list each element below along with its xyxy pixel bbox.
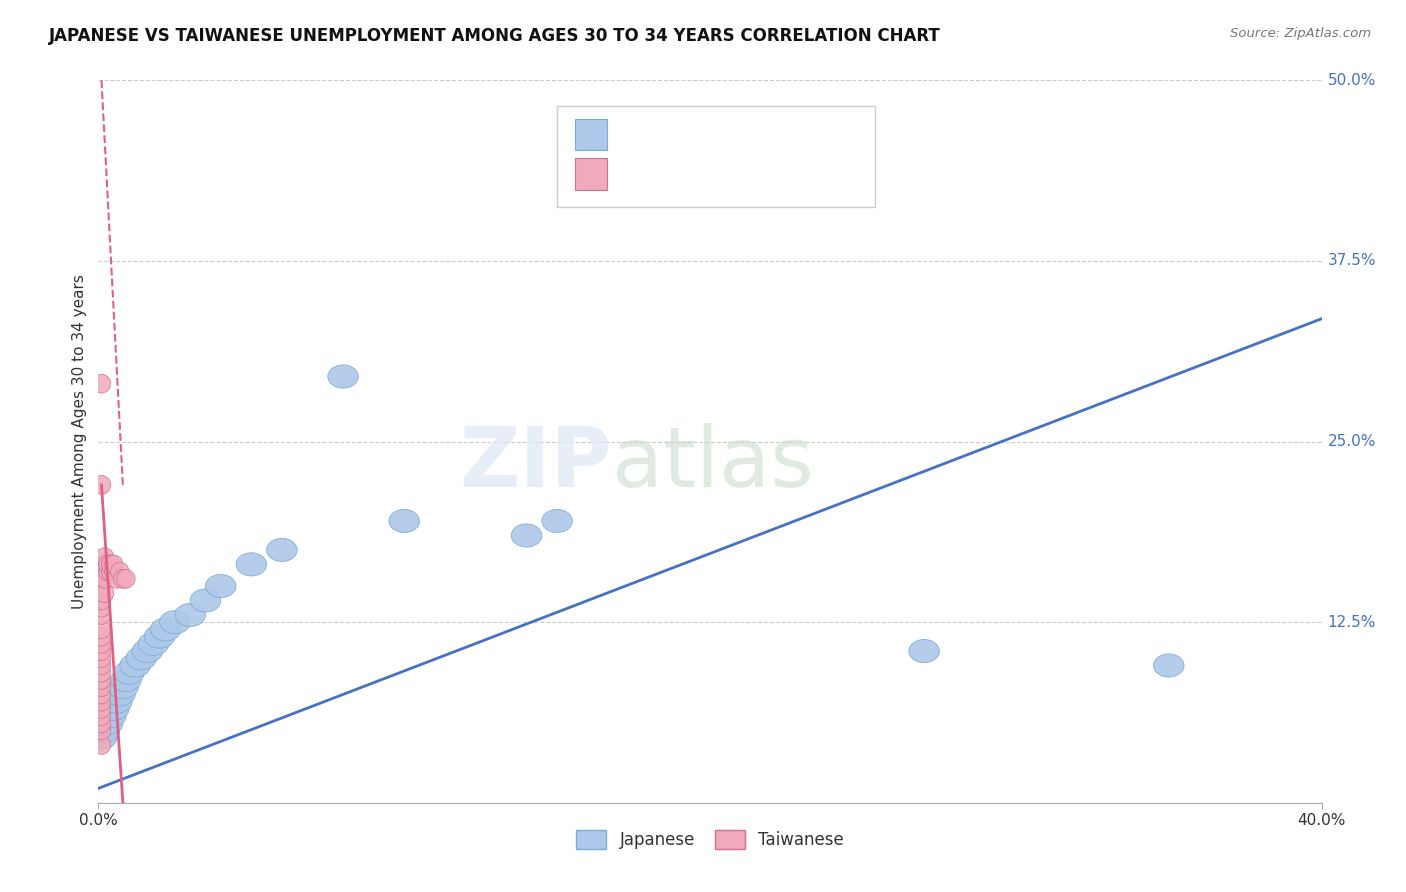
Ellipse shape (98, 698, 129, 721)
Ellipse shape (111, 668, 141, 691)
Ellipse shape (93, 576, 111, 596)
Text: 37.5%: 37.5% (1327, 253, 1376, 268)
Ellipse shape (96, 690, 127, 714)
Ellipse shape (93, 698, 122, 721)
Ellipse shape (205, 574, 236, 598)
Ellipse shape (93, 692, 111, 711)
Text: R = 0.549   N = 37: R = 0.549 N = 37 (614, 165, 772, 183)
Text: atlas: atlas (612, 423, 814, 504)
Ellipse shape (101, 690, 132, 714)
Ellipse shape (120, 654, 150, 677)
Ellipse shape (541, 509, 572, 533)
Ellipse shape (127, 647, 156, 670)
Ellipse shape (93, 591, 111, 610)
Ellipse shape (104, 683, 135, 706)
Ellipse shape (93, 606, 111, 624)
Ellipse shape (1153, 654, 1184, 677)
Ellipse shape (93, 648, 111, 668)
Ellipse shape (236, 553, 267, 576)
Ellipse shape (93, 641, 111, 660)
Y-axis label: Unemployment Among Ages 30 to 34 years: Unemployment Among Ages 30 to 34 years (72, 274, 87, 609)
Text: Source: ZipAtlas.com: Source: ZipAtlas.com (1230, 27, 1371, 40)
Ellipse shape (93, 664, 111, 682)
Ellipse shape (389, 509, 419, 533)
Ellipse shape (96, 569, 114, 588)
Legend: Japanese, Taiwanese: Japanese, Taiwanese (569, 823, 851, 856)
Ellipse shape (138, 632, 169, 656)
Ellipse shape (93, 721, 111, 740)
Ellipse shape (104, 555, 122, 574)
Ellipse shape (114, 661, 145, 684)
Ellipse shape (93, 712, 122, 735)
Ellipse shape (93, 627, 111, 646)
Text: JAPANESE VS TAIWANESE UNEMPLOYMENT AMONG AGES 30 TO 34 YEARS CORRELATION CHART: JAPANESE VS TAIWANESE UNEMPLOYMENT AMONG… (49, 27, 941, 45)
Ellipse shape (117, 569, 135, 588)
Ellipse shape (96, 548, 114, 566)
Ellipse shape (93, 475, 111, 494)
Text: R = 0.566   N = 34: R = 0.566 N = 34 (614, 126, 772, 144)
Ellipse shape (96, 555, 114, 574)
Ellipse shape (93, 685, 111, 704)
Ellipse shape (93, 699, 111, 718)
Ellipse shape (145, 625, 174, 648)
Ellipse shape (267, 539, 297, 561)
Ellipse shape (86, 705, 117, 728)
Ellipse shape (160, 611, 190, 633)
Text: 25.0%: 25.0% (1327, 434, 1376, 449)
Ellipse shape (190, 589, 221, 612)
Text: 50.0%: 50.0% (1327, 73, 1376, 87)
Ellipse shape (98, 555, 117, 574)
Text: 12.5%: 12.5% (1327, 615, 1376, 630)
Ellipse shape (93, 634, 111, 653)
Ellipse shape (93, 569, 111, 588)
Ellipse shape (93, 714, 111, 732)
FancyBboxPatch shape (575, 119, 607, 151)
FancyBboxPatch shape (575, 158, 607, 190)
Ellipse shape (93, 620, 111, 639)
Ellipse shape (111, 562, 129, 581)
Ellipse shape (93, 706, 111, 725)
Ellipse shape (93, 599, 111, 617)
Ellipse shape (150, 618, 181, 641)
Ellipse shape (98, 562, 117, 581)
Ellipse shape (93, 671, 111, 690)
Ellipse shape (89, 705, 120, 728)
Ellipse shape (132, 640, 163, 663)
Ellipse shape (93, 375, 111, 393)
Ellipse shape (96, 584, 114, 603)
Ellipse shape (328, 365, 359, 388)
Text: ZIP: ZIP (460, 423, 612, 504)
Ellipse shape (908, 640, 939, 663)
Ellipse shape (101, 562, 120, 581)
Ellipse shape (86, 726, 117, 749)
Ellipse shape (114, 569, 132, 588)
Ellipse shape (93, 736, 111, 755)
Ellipse shape (93, 657, 111, 675)
Ellipse shape (108, 675, 138, 698)
Ellipse shape (101, 555, 120, 574)
Ellipse shape (512, 524, 541, 547)
Ellipse shape (98, 683, 129, 706)
Ellipse shape (104, 562, 122, 581)
FancyBboxPatch shape (557, 105, 875, 207)
Ellipse shape (86, 712, 117, 735)
Ellipse shape (108, 569, 127, 588)
Ellipse shape (89, 719, 120, 742)
Ellipse shape (96, 705, 127, 728)
Ellipse shape (93, 678, 111, 697)
Ellipse shape (174, 603, 205, 626)
